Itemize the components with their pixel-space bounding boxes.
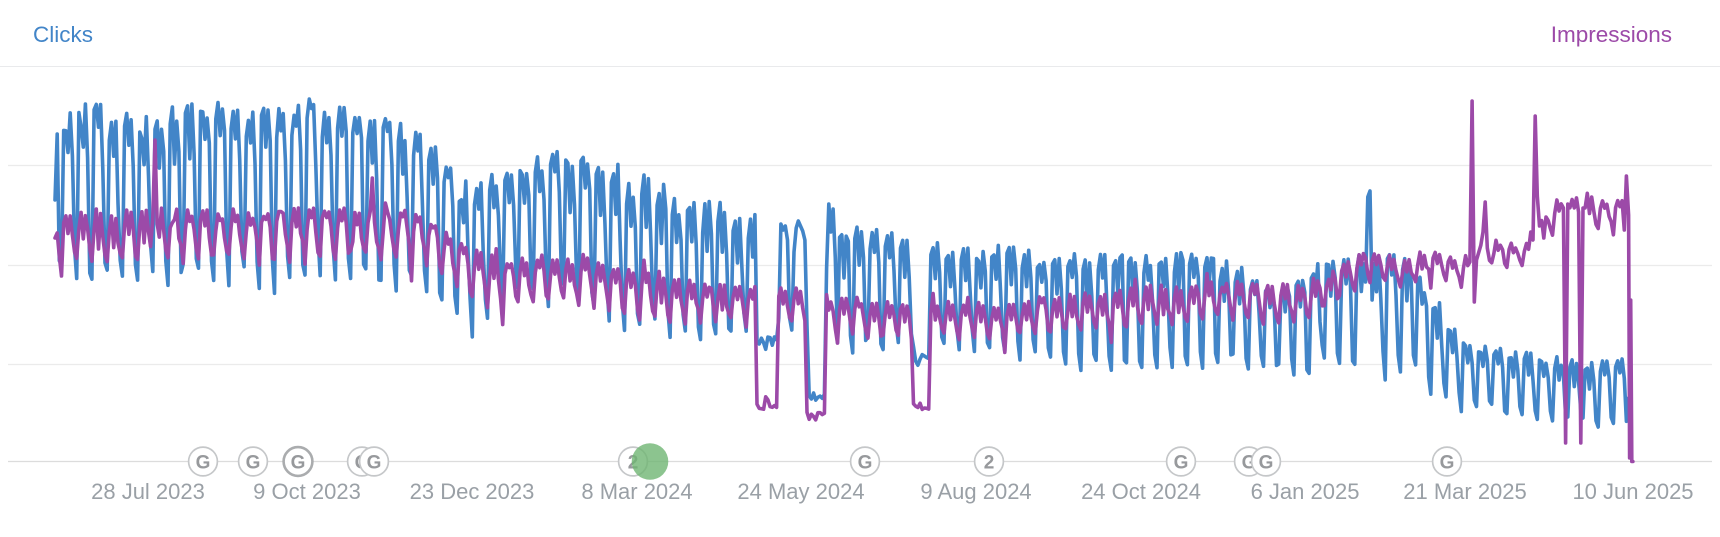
- svg-text:G: G: [246, 452, 261, 473]
- svg-text:8 Mar 2024: 8 Mar 2024: [581, 479, 692, 504]
- svg-text:24 May 2024: 24 May 2024: [737, 479, 864, 504]
- svg-text:G: G: [196, 452, 211, 473]
- svg-text:21 Mar 2025: 21 Mar 2025: [1403, 479, 1527, 504]
- svg-text:6 Jan 2025: 6 Jan 2025: [1251, 479, 1360, 504]
- svg-text:9 Aug 2024: 9 Aug 2024: [920, 479, 1031, 504]
- svg-text:28 Jul 2023: 28 Jul 2023: [91, 479, 205, 504]
- svg-text:G: G: [367, 452, 382, 473]
- svg-text:Impressions: Impressions: [1551, 22, 1672, 47]
- svg-text:G: G: [1259, 452, 1274, 473]
- svg-text:Clicks: Clicks: [33, 22, 93, 47]
- svg-text:G: G: [858, 452, 873, 473]
- svg-text:23 Dec 2023: 23 Dec 2023: [410, 479, 535, 504]
- svg-text:2: 2: [984, 452, 995, 473]
- svg-text:G: G: [1174, 452, 1189, 473]
- svg-text:G: G: [1440, 452, 1455, 473]
- svg-text:10 Jun 2025: 10 Jun 2025: [1572, 479, 1693, 504]
- svg-text:24 Oct 2024: 24 Oct 2024: [1081, 479, 1201, 504]
- svg-text:G: G: [291, 452, 306, 473]
- svg-text:9 Oct 2023: 9 Oct 2023: [253, 479, 361, 504]
